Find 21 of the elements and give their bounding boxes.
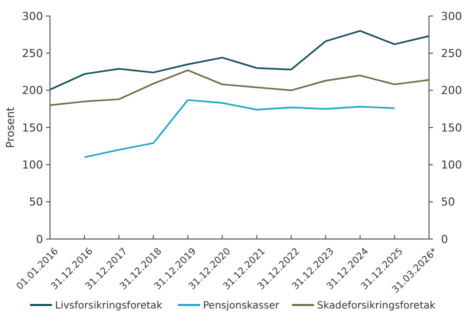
y-tick-label: 300	[22, 10, 43, 23]
y-tick-label: 100	[22, 158, 43, 172]
y-tick-label: 50	[29, 196, 43, 209]
y2-tick-label: 200	[441, 84, 462, 98]
y2-tick-label: 100	[441, 158, 462, 172]
y2-tick-label: 150	[441, 121, 462, 134]
y2-tick-label: 50	[441, 196, 455, 209]
y2-tick-label: 0	[441, 232, 448, 246]
y2-tick-label: 250	[441, 47, 462, 60]
line-series	[49, 69, 430, 106]
y2-tick-label: 300	[441, 10, 462, 23]
line-series	[49, 30, 430, 90]
y-axis-title: Prosent	[4, 106, 17, 148]
y-tick-label: 0	[36, 232, 43, 246]
y-tick-label: 250	[22, 47, 43, 60]
y-tick-label: 150	[22, 121, 43, 134]
line-series	[84, 99, 396, 158]
legend-label: Skadeforsikringsforetak	[317, 300, 436, 312]
legend-label: Livsforsikringsforetak	[55, 300, 163, 312]
y-tick-label: 200	[22, 84, 43, 98]
legend-label: Pensjonskasser	[203, 300, 280, 312]
